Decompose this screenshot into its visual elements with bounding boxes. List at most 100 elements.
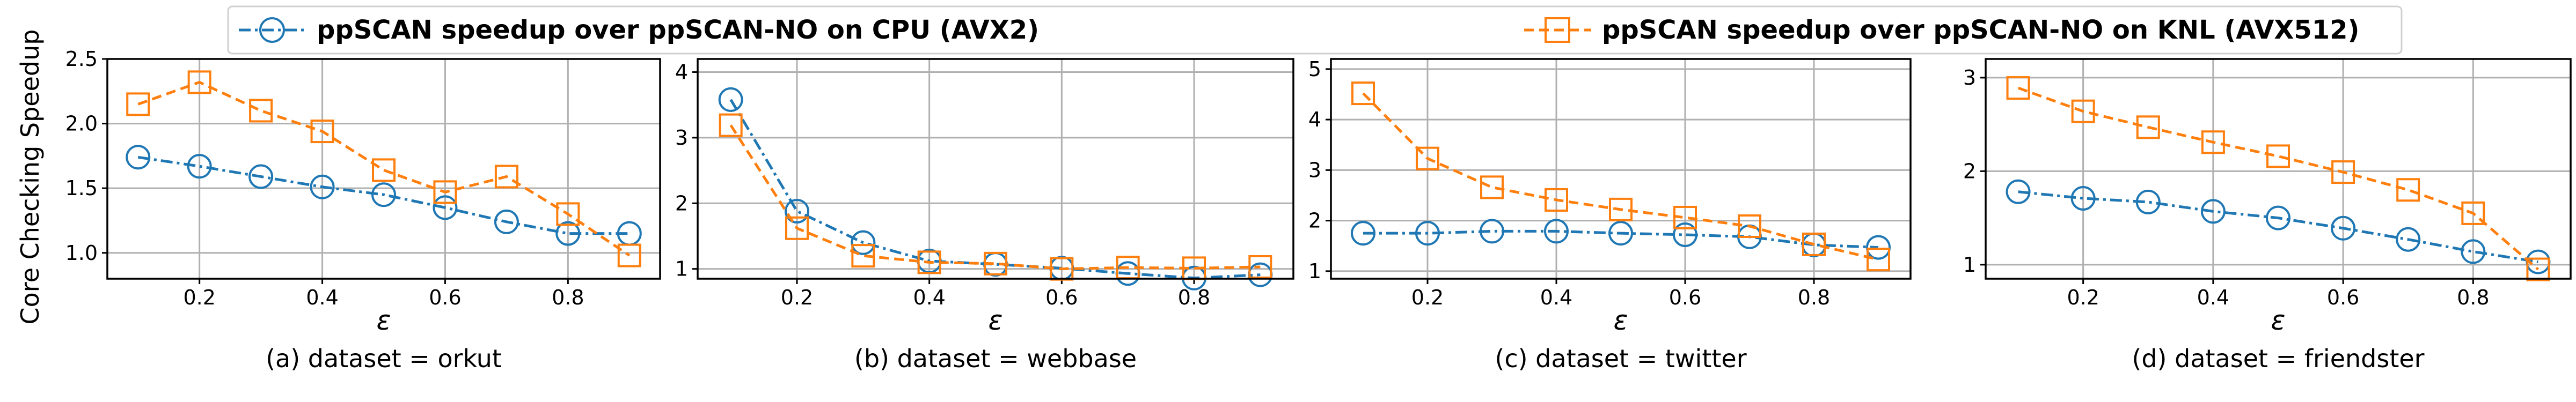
legend-frame bbox=[227, 5, 2403, 55]
data-point-cpu bbox=[1866, 235, 1891, 260]
data-point-knl bbox=[1248, 255, 1272, 279]
x-axis-label: ε bbox=[1613, 305, 1628, 336]
data-point-knl bbox=[126, 92, 150, 116]
data-point-knl bbox=[2331, 160, 2355, 184]
axes-frame bbox=[1985, 58, 2572, 280]
axes-frame bbox=[1330, 58, 1912, 280]
legend-marker-circle-icon bbox=[259, 17, 285, 43]
x-tick-label: 0.8 bbox=[1798, 286, 1830, 309]
legend-label-cpu: ppSCAN speedup over ppSCAN-NO on CPU (AV… bbox=[317, 15, 1039, 45]
x-axis-label: ε bbox=[988, 305, 1002, 336]
panel-orkut: 0.2 0.4 0.6 0.8 1.0 1.5 2.0 2.5 ε (a) dataset = o… bbox=[65, 47, 661, 373]
data-point-knl bbox=[2396, 178, 2420, 202]
y-tick-label: 1 bbox=[675, 257, 688, 281]
panel-caption: (d) dataset = friendster bbox=[2132, 344, 2424, 373]
y-tick-label: 3 bbox=[675, 126, 688, 150]
data-point-knl bbox=[433, 180, 457, 204]
data-point-knl bbox=[249, 99, 273, 123]
data-point-knl bbox=[1609, 197, 1633, 221]
data-point-knl bbox=[1738, 214, 1761, 238]
legend-marker-square-icon bbox=[1545, 17, 1570, 43]
data-point-cpu bbox=[2461, 239, 2486, 264]
y-tick-label: 1.0 bbox=[65, 241, 98, 265]
data-point-cpu bbox=[371, 182, 396, 207]
x-tick-label: 0.2 bbox=[1411, 286, 1444, 309]
data-point-cpu bbox=[2331, 215, 2356, 241]
x-tick-label: 0.8 bbox=[552, 286, 584, 309]
data-point-cpu bbox=[2135, 189, 2161, 214]
data-point-knl bbox=[1416, 146, 1439, 170]
x-tick-label: 0.6 bbox=[1045, 286, 1078, 309]
plot-area bbox=[698, 59, 1293, 279]
data-point-cpu bbox=[1415, 221, 1440, 246]
data-point-cpu bbox=[2070, 185, 2096, 211]
x-tick-label: 0.6 bbox=[1669, 286, 1701, 309]
data-point-cpu bbox=[1608, 221, 1633, 246]
y-tick-label: 2 bbox=[675, 191, 688, 215]
data-point-cpu bbox=[187, 154, 212, 179]
data-point-knl bbox=[851, 244, 875, 268]
data-point-cpu bbox=[2200, 199, 2226, 224]
data-point-knl bbox=[984, 251, 1007, 276]
data-point-knl bbox=[1673, 205, 1697, 229]
x-tick-label: 0.8 bbox=[2457, 286, 2489, 309]
data-point-cpu bbox=[1351, 221, 1375, 246]
data-point-knl bbox=[494, 165, 518, 189]
data-point-knl bbox=[1480, 175, 1504, 199]
data-point-knl bbox=[187, 70, 211, 94]
y-tick-label: 4 bbox=[1308, 108, 1321, 131]
data-point-cpu bbox=[248, 164, 274, 189]
panel-caption: (a) dataset = orkut bbox=[266, 344, 502, 373]
x-axis-label: ε bbox=[2271, 305, 2285, 336]
legend-entry-knl: ppSCAN speedup over ppSCAN-NO on KNL (AV… bbox=[1524, 15, 2359, 45]
y-tick-label: 4 bbox=[675, 60, 688, 84]
series-line-cpu bbox=[1363, 229, 1879, 249]
series-line-cpu bbox=[2018, 190, 2538, 264]
data-point-cpu bbox=[718, 87, 743, 112]
series-line-knl bbox=[2017, 86, 2540, 271]
x-axis-label: ε bbox=[376, 305, 391, 336]
data-point-knl bbox=[2201, 130, 2225, 154]
panel-twitter: 0.2 0.4 0.6 0.8 1 2 3 4 5 ε (c) dataset = twitter bbox=[1308, 57, 1912, 373]
data-point-cpu bbox=[310, 174, 335, 199]
data-point-knl bbox=[2526, 257, 2550, 281]
x-tick-label: 0.4 bbox=[2197, 286, 2229, 309]
data-point-knl bbox=[556, 202, 580, 226]
series-line-knl bbox=[1362, 92, 1879, 261]
data-point-cpu bbox=[1544, 219, 1569, 244]
data-point-knl bbox=[310, 120, 334, 144]
data-point-knl bbox=[1545, 188, 1568, 212]
legend-label-knl: ppSCAN speedup over ppSCAN-NO on KNL (AV… bbox=[1602, 15, 2359, 45]
data-point-cpu bbox=[126, 145, 151, 170]
y-tick-label: 1.5 bbox=[65, 176, 98, 200]
data-point-cpu bbox=[785, 198, 809, 224]
x-tick-label: 0.4 bbox=[1540, 286, 1572, 309]
series-line-cpu bbox=[729, 99, 1261, 280]
x-tick-label: 0.2 bbox=[183, 286, 215, 309]
data-point-cpu bbox=[2396, 227, 2421, 252]
y-tick-label: 3 bbox=[1308, 158, 1321, 182]
data-point-knl bbox=[372, 158, 396, 182]
data-point-knl bbox=[2266, 144, 2290, 168]
data-point-cpu bbox=[494, 209, 519, 234]
y-tick-label: 2.0 bbox=[65, 112, 98, 136]
series-line-knl bbox=[729, 124, 1261, 271]
x-tick-label: 0.4 bbox=[306, 286, 338, 309]
legend: ppSCAN speedup over ppSCAN-NO on CPU (AV… bbox=[227, 5, 2403, 55]
series-line-cpu bbox=[137, 155, 630, 235]
x-tick-label: 0.6 bbox=[429, 286, 461, 309]
data-point-knl bbox=[2461, 201, 2485, 225]
data-point-knl bbox=[917, 250, 941, 274]
data-point-knl bbox=[2006, 76, 2030, 100]
data-point-cpu bbox=[1480, 219, 1504, 244]
data-point-knl bbox=[2071, 99, 2095, 123]
data-point-cpu bbox=[555, 221, 581, 246]
x-tick-label: 0.2 bbox=[2067, 286, 2099, 309]
y-tick-label: 1 bbox=[1308, 259, 1321, 283]
data-point-knl bbox=[719, 113, 743, 137]
y-tick-label: 1 bbox=[1963, 253, 1976, 277]
y-tick-label: 5 bbox=[1308, 57, 1321, 81]
panel-caption: (b) dataset = webbase bbox=[854, 344, 1137, 373]
data-point-cpu bbox=[2266, 205, 2290, 230]
